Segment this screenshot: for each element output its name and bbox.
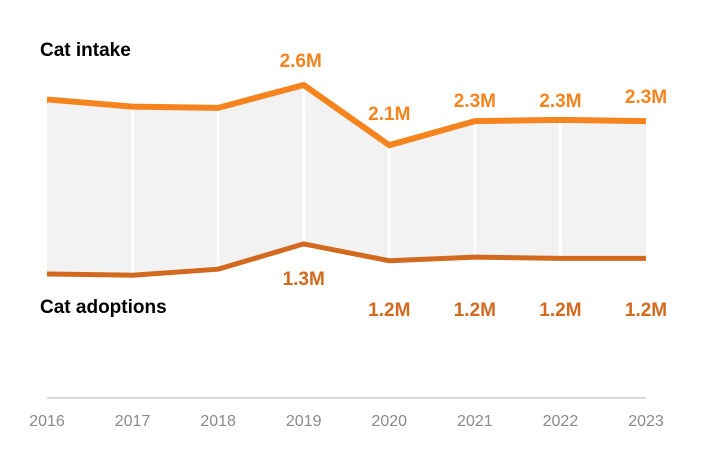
year-dividers xyxy=(131,85,562,276)
data-label-intake-2021: 2.3M xyxy=(454,91,496,112)
series-line-cat-intake xyxy=(46,82,647,149)
data-label-intake-2023: 2.3M xyxy=(625,87,667,108)
data-label-intake-2022: 2.3M xyxy=(539,91,581,112)
x-tick-label-2023: 2023 xyxy=(628,413,664,430)
x-tick-label-2018: 2018 xyxy=(200,413,236,430)
data-label-intake-2020: 2.1M xyxy=(368,104,410,125)
x-tick-label-2020: 2020 xyxy=(371,413,407,430)
series-name-cat-adoptions: Cat adoptions xyxy=(40,297,167,318)
data-label-adoptions-2021: 1.2M xyxy=(454,300,496,321)
data-label-adoptions-2020: 1.2M xyxy=(368,300,410,321)
x-tick-label-2022: 2022 xyxy=(543,413,579,430)
data-labels: 2.6M 2.1M 2.3M 2.3M 2.3M 1.3M 1.2M 1.2M 1.2M 1.2M xyxy=(280,51,668,321)
data-label-adoptions-2023: 1.2M xyxy=(625,300,667,321)
data-label-intake-2019: 2.6M xyxy=(280,51,322,72)
x-tick-label-2021: 2021 xyxy=(457,413,493,430)
band-fill xyxy=(47,85,646,276)
series-name-cat-intake: Cat intake xyxy=(40,40,131,61)
data-label-adoptions-2022: 1.2M xyxy=(539,300,581,321)
data-label-adoptions-2019: 1.3M xyxy=(283,269,325,290)
x-axis: 2016 2017 2018 2019 2020 2021 2022 2023 xyxy=(29,397,664,430)
band-area xyxy=(47,85,646,276)
x-tick-label-2019: 2019 xyxy=(286,413,322,430)
x-tick-label-2017: 2017 xyxy=(115,413,151,430)
series-line-cat-adoptions xyxy=(46,241,646,278)
series-lines xyxy=(46,82,647,278)
x-tick-label-2016: 2016 xyxy=(29,413,65,430)
